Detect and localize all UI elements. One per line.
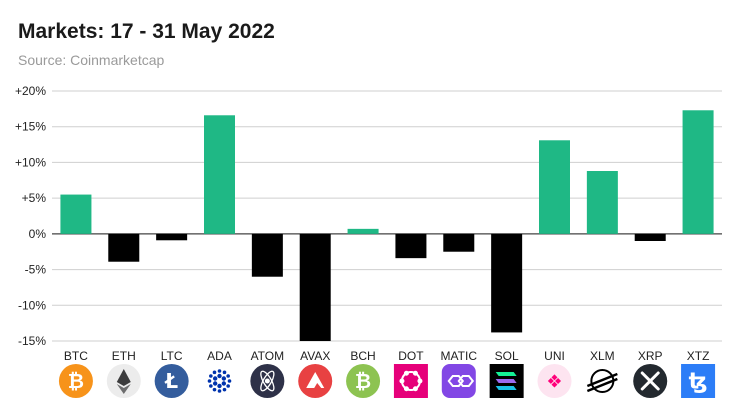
cosmos-icon xyxy=(250,364,285,398)
bar-avax xyxy=(299,233,331,341)
svg-text:₿: ₿ xyxy=(68,369,84,393)
bitcoin-cash-icon: ₿ xyxy=(346,364,381,398)
x-category-label: LTC xyxy=(161,349,183,363)
y-tick-label: -5% xyxy=(25,263,47,277)
bar-eth xyxy=(108,233,140,262)
x-category-label: BTC xyxy=(64,349,88,363)
bar-sol xyxy=(491,233,523,333)
x-category-label: XRP xyxy=(638,349,663,363)
tezos-icon: ꜩ xyxy=(681,364,716,398)
bar-xlm xyxy=(586,171,618,234)
bar-xrp xyxy=(634,233,666,241)
svg-text:Ł: Ł xyxy=(164,369,178,393)
y-axis-ticks: +20% +15% +10% +5% 0% -5% -10% -15% xyxy=(15,84,46,348)
bar-matic xyxy=(443,233,475,252)
y-tick-label: +20% xyxy=(15,84,46,98)
bar-bch xyxy=(347,228,379,234)
x-category-label: ETH xyxy=(112,349,136,363)
bar-ltc xyxy=(156,233,188,241)
bar-atom xyxy=(251,233,283,277)
bars xyxy=(60,110,714,341)
ethereum-icon xyxy=(106,364,141,398)
cardano-icon xyxy=(202,364,237,398)
bar-dot xyxy=(395,233,427,259)
svg-text:❖: ❖ xyxy=(546,371,562,392)
litecoin-icon: Ł xyxy=(154,364,189,398)
x-category-label: ADA xyxy=(207,349,232,363)
polygon-icon xyxy=(441,364,476,398)
x-category-label: XLM xyxy=(590,349,615,363)
uniswap-icon: ❖ xyxy=(537,364,572,398)
svg-text:ꜩ: ꜩ xyxy=(689,370,708,395)
coin-icons: ₿ Ł ₿ ❖ ꜩ xyxy=(58,364,716,398)
bitcoin-icon: ₿ xyxy=(58,364,93,398)
x-category-label: XTZ xyxy=(687,349,710,363)
stellar-icon xyxy=(585,364,620,398)
svg-text:₿: ₿ xyxy=(355,369,371,393)
polkadot-icon xyxy=(393,364,428,398)
avalanche-icon xyxy=(298,364,333,398)
y-tick-label: 0% xyxy=(29,227,47,241)
solana-icon xyxy=(489,364,524,398)
x-category-label: DOT xyxy=(398,349,424,363)
x-category-label: AVAX xyxy=(300,349,330,363)
x-category-label: UNI xyxy=(544,349,565,363)
xrp-icon xyxy=(633,364,668,398)
bar-uni xyxy=(539,140,570,234)
bar-ada xyxy=(204,115,235,234)
y-tick-label: +5% xyxy=(22,191,47,205)
bar-xtz xyxy=(682,110,714,234)
x-category-label: ATOM xyxy=(251,349,285,363)
x-category-label: BCH xyxy=(350,349,375,363)
y-tick-label: -15% xyxy=(18,334,46,348)
x-axis-categories: BTC ETH LTC ADA ATOM AVAX BCH DOT MATIC SOL UNI XLM… xyxy=(64,349,709,363)
chart-title: Markets: 17 - 31 May 2022 xyxy=(18,20,275,43)
bar-btc xyxy=(60,194,92,234)
y-tick-label: +15% xyxy=(15,120,46,134)
x-category-label: MATIC xyxy=(441,349,478,363)
gridlines xyxy=(52,90,722,342)
y-tick-label: +10% xyxy=(15,155,46,169)
chart-subtitle: Source: Coinmarketcap xyxy=(18,52,165,68)
x-category-label: SOL xyxy=(495,349,519,363)
y-tick-label: -10% xyxy=(18,298,46,312)
